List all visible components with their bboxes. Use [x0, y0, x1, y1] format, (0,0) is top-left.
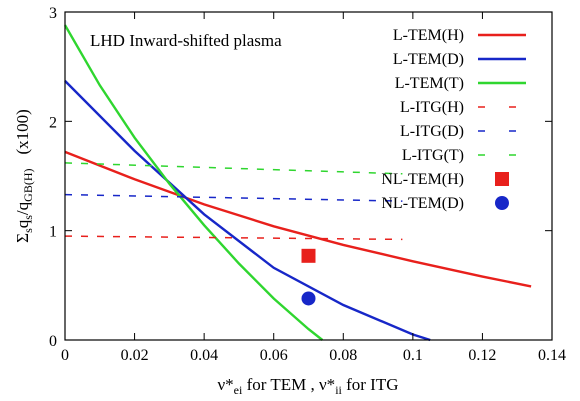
x-tick-label: 0	[61, 347, 69, 364]
legend-label-l-itg-h: L-ITG(H)	[400, 99, 464, 116]
x-tick-label: 0.08	[329, 347, 357, 364]
x-axis-label: ν*ei for TEM , ν*ii for ITG	[217, 375, 398, 397]
series-line-l-tem-t	[63, 24, 324, 341]
x-tick-label: 0.14	[538, 347, 566, 364]
x-tick-label: 0.06	[260, 347, 288, 364]
legend-label-l-tem-t: L-TEM(T)	[395, 75, 464, 92]
series-line-l-tem-h	[64, 150, 532, 288]
legend-label-l-itg-d: L-ITG(D)	[400, 123, 464, 140]
point-nl-tem-d	[301, 291, 316, 306]
chart-annotation: LHD Inward-shifted plasma	[90, 31, 282, 50]
legend-label-l-tem-d: L-TEM(D)	[393, 51, 464, 68]
y-axis-label: Σsqs/qGB(H)(x100)	[13, 109, 35, 243]
legend-swatch-nl-tem-h	[495, 172, 509, 186]
legend-label-nl-tem-d: NL-TEM(D)	[381, 195, 464, 212]
series-line-l-tem-d	[64, 80, 431, 342]
y-tick-label: 3	[49, 5, 57, 22]
legend-swatch-nl-tem-d	[495, 196, 509, 210]
point-nl-tem-h	[301, 248, 316, 263]
legend-label-nl-tem-h: NL-TEM(H)	[381, 171, 464, 188]
y-tick-label: 1	[49, 224, 57, 241]
x-tick-label: 0.12	[468, 347, 496, 364]
legend-label-l-tem-h: L-TEM(H)	[393, 27, 464, 44]
y-tick-label: 0	[49, 333, 57, 350]
x-tick-label: 0.1	[403, 347, 423, 364]
plot-frame	[64, 11, 553, 341]
x-tick-label: 0.02	[121, 347, 149, 364]
y-tick-label: 2	[49, 114, 57, 131]
x-tick-label: 0.04	[190, 347, 218, 364]
legend-label-l-itg-t: L-ITG(T)	[402, 147, 464, 164]
series-line-l-itg-d	[64, 193, 403, 202]
svg-text:Σsqs/qGB(H)(x100): Σsqs/qGB(H)(x100)	[13, 109, 35, 243]
